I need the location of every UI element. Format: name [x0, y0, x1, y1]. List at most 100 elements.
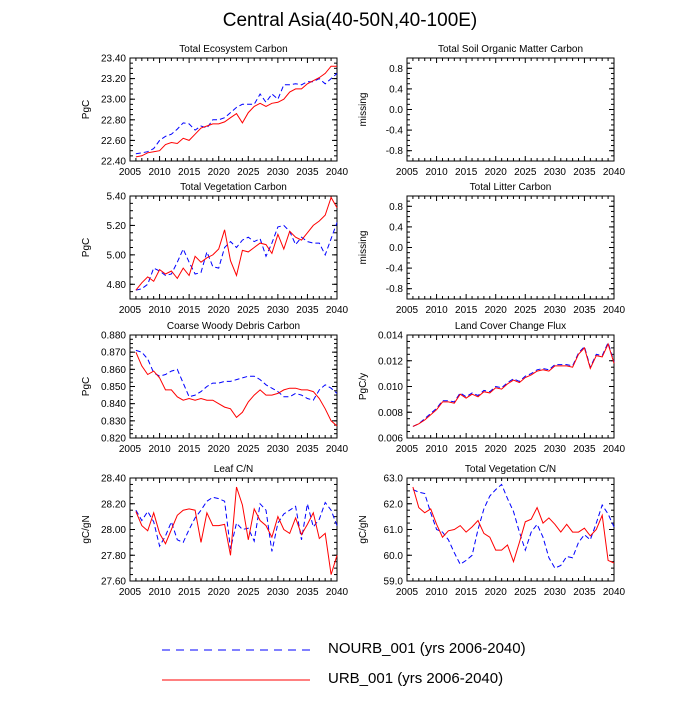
- plot-title: Total Soil Organic Matter Carbon: [438, 44, 583, 55]
- y-axis-label: PgC: [81, 238, 92, 257]
- y-tick-label: 22.80: [101, 115, 126, 126]
- y-tick-label: -0.8: [386, 284, 404, 295]
- x-tick-label: 2010: [425, 444, 448, 455]
- x-tick-label: 2035: [573, 305, 596, 316]
- series-line-urb_001: [412, 342, 615, 427]
- x-tick-label: 2040: [603, 444, 626, 455]
- x-tick-label: 2010: [425, 305, 448, 316]
- series-line-nourb_001: [135, 73, 338, 155]
- y-tick-label: 4.80: [107, 280, 127, 291]
- y-tick-label: 23.00: [101, 95, 126, 106]
- y-tick-label: 0.008: [378, 408, 403, 419]
- x-tick-label: 2010: [148, 167, 171, 178]
- x-tick-label: 2030: [267, 305, 290, 316]
- x-tick-label: 2040: [603, 305, 626, 316]
- y-tick-label: 0.4: [389, 222, 403, 233]
- x-tick-label: 2005: [396, 587, 419, 598]
- y-tick-label: 22.60: [101, 136, 126, 147]
- x-tick-label: 2005: [396, 305, 419, 316]
- main-title: Central Asia(40-50N,40-100E): [222, 10, 478, 31]
- plot-frame: [406, 195, 615, 300]
- series-line-urb_001: [135, 196, 338, 291]
- x-tick-label: 2005: [119, 167, 142, 178]
- plot-frame: [406, 57, 615, 162]
- plot-title: Total Vegetation C/N: [465, 464, 556, 475]
- x-tick-label: 2025: [514, 444, 537, 455]
- y-tick-label: 0.850: [101, 382, 126, 393]
- y-tick-label: 0.870: [101, 348, 126, 359]
- x-tick-label: 2025: [237, 587, 260, 598]
- y-tick-label: 0.820: [101, 434, 126, 445]
- x-tick-label: 2015: [178, 587, 201, 598]
- x-tick-label: 2005: [396, 167, 419, 178]
- x-tick-label: 2035: [573, 444, 596, 455]
- y-tick-label: 27.80: [101, 551, 126, 562]
- x-tick-label: 2035: [296, 587, 319, 598]
- x-tick-label: 2010: [148, 305, 171, 316]
- x-tick-label: 2005: [396, 444, 419, 455]
- x-tick-label: 2035: [296, 305, 319, 316]
- plot-title: Land Cover Change Flux: [455, 321, 566, 332]
- y-tick-label: 0.006: [378, 434, 403, 445]
- y-tick-label: 5.40: [107, 192, 127, 203]
- x-tick-label: 2010: [148, 587, 171, 598]
- y-tick-label: -0.4: [386, 264, 404, 275]
- plot-frame: [129, 195, 338, 300]
- x-tick-label: 2025: [514, 587, 537, 598]
- y-tick-label: 0.014: [378, 331, 403, 342]
- y-tick-label: 28.00: [101, 525, 126, 536]
- y-tick-label: 63.0: [384, 474, 404, 485]
- series-line-nourb_001: [135, 349, 338, 401]
- x-tick-label: 2025: [514, 167, 537, 178]
- y-tick-label: 0.012: [378, 356, 403, 367]
- x-tick-label: 2020: [485, 587, 508, 598]
- x-tick-label: 2040: [603, 167, 626, 178]
- x-tick-label: 2020: [208, 167, 231, 178]
- plot-frame: [129, 334, 338, 439]
- y-tick-label: 0.0: [389, 243, 403, 254]
- y-tick-label: 5.20: [107, 221, 127, 232]
- y-tick-label: 0.8: [389, 202, 403, 213]
- x-tick-label: 2030: [544, 444, 567, 455]
- x-tick-label: 2015: [178, 167, 201, 178]
- x-tick-label: 2015: [455, 305, 478, 316]
- x-tick-label: 2025: [237, 444, 260, 455]
- x-tick-label: 2005: [119, 444, 142, 455]
- y-tick-label: 27.60: [101, 577, 126, 588]
- y-axis-label: PgC: [81, 100, 92, 119]
- plot-title: Total Vegetation Carbon: [180, 182, 287, 193]
- y-tick-label: 0.0: [389, 105, 403, 116]
- x-tick-label: 2025: [237, 167, 260, 178]
- x-tick-label: 2030: [267, 587, 290, 598]
- y-axis-label: missing: [358, 93, 369, 127]
- y-tick-label: 0.010: [378, 382, 403, 393]
- y-tick-label: 23.20: [101, 74, 126, 85]
- series-line-urb_001: [135, 352, 338, 427]
- x-tick-label: 2035: [296, 167, 319, 178]
- y-tick-label: 0.8: [389, 64, 403, 75]
- y-tick-label: 23.40: [101, 54, 126, 65]
- x-tick-label: 2040: [326, 444, 349, 455]
- plot-title: Total Ecosystem Carbon: [179, 44, 287, 55]
- y-tick-label: 59.0: [384, 577, 404, 588]
- y-axis-label: missing: [358, 231, 369, 265]
- series-line-urb_001: [135, 65, 337, 158]
- x-tick-label: 2020: [208, 305, 231, 316]
- x-tick-label: 2040: [326, 587, 349, 598]
- plot-title: Coarse Woody Debris Carbon: [167, 321, 300, 332]
- x-tick-label: 2030: [267, 167, 290, 178]
- y-tick-label: 0.840: [101, 399, 126, 410]
- x-tick-label: 2030: [544, 587, 567, 598]
- x-tick-label: 2015: [455, 587, 478, 598]
- x-tick-label: 2040: [326, 167, 349, 178]
- y-tick-label: 0.4: [389, 84, 403, 95]
- y-tick-label: 28.20: [101, 499, 126, 510]
- plot-frame: [129, 477, 338, 582]
- x-tick-label: 2035: [296, 444, 319, 455]
- x-tick-label: 2020: [208, 444, 231, 455]
- series-line-urb_001: [412, 486, 615, 564]
- series-line-urb_001: [135, 486, 338, 575]
- y-tick-label: 0.880: [101, 331, 126, 342]
